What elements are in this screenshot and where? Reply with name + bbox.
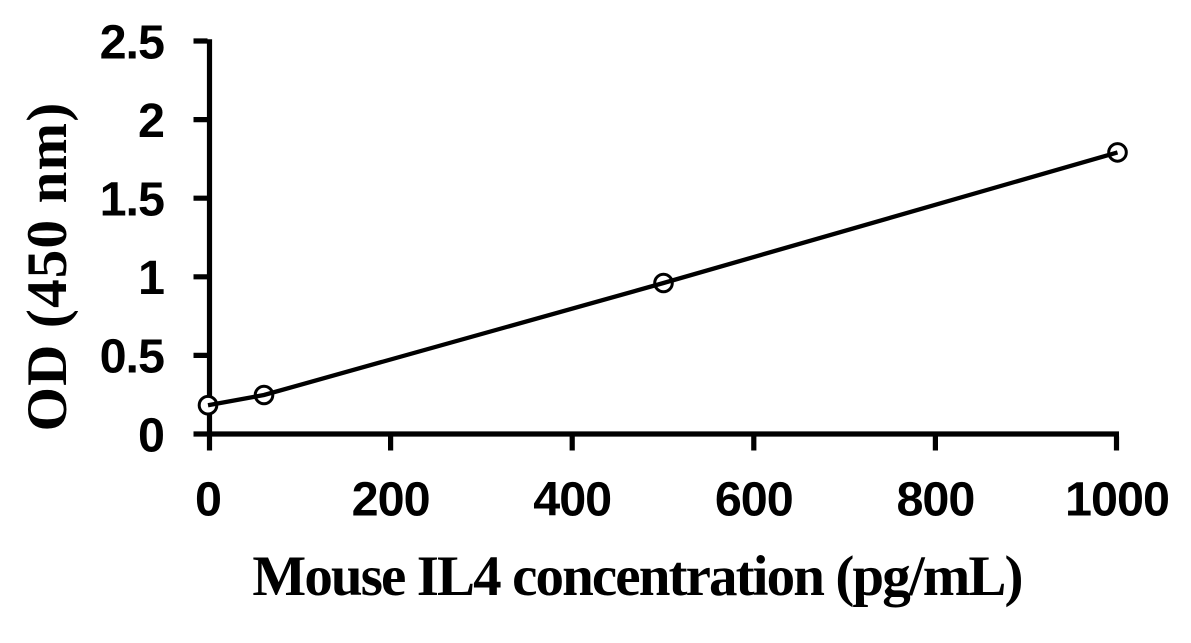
svg-text:0: 0 [195,473,221,527]
svg-text:200: 200 [352,473,430,527]
svg-text:OD (450 nm): OD (450 nm) [16,102,79,432]
svg-text:800: 800 [896,473,974,527]
svg-text:1: 1 [138,251,164,305]
svg-text:2.5: 2.5 [100,15,164,69]
svg-text:600: 600 [715,473,793,527]
svg-text:Mouse IL4 concentration (pg/mL: Mouse IL4 concentration (pg/mL) [252,545,1021,608]
svg-text:400: 400 [533,473,611,527]
svg-text:0: 0 [138,408,164,462]
svg-text:0.5: 0.5 [100,330,164,384]
svg-text:1000: 1000 [1065,473,1169,527]
svg-text:1.5: 1.5 [100,173,164,227]
svg-text:2: 2 [138,94,164,148]
